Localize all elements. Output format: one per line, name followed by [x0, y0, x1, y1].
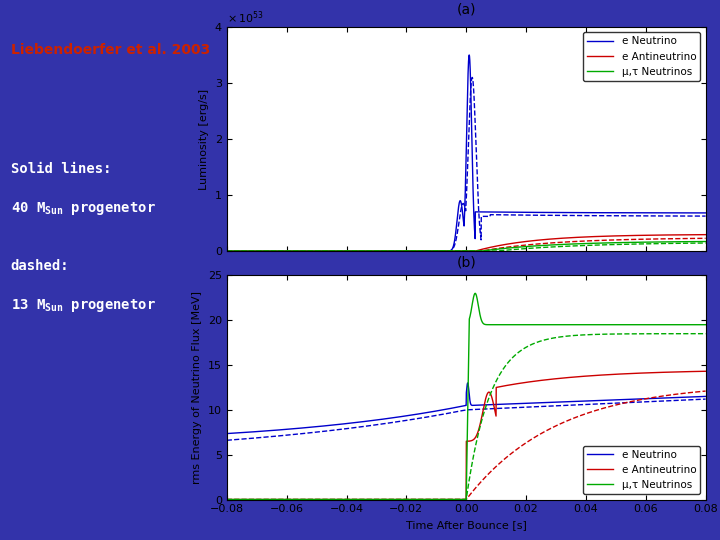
e Neutrino — [310, 248, 318, 254]
e Neutrino — [534, 209, 543, 215]
μ,τ Neutrinos — [616, 239, 625, 246]
e Neutrino — [510, 401, 518, 407]
Line: μ,τ Neutrinos: μ,τ Neutrinos — [227, 293, 706, 500]
e Antineutrino — [222, 496, 231, 503]
Line: e Neutrino: e Neutrino — [227, 383, 706, 434]
Text: dashed:: dashed: — [11, 259, 69, 273]
μ,τ Neutrinos — [510, 321, 518, 328]
μ,τ Neutrinos — [405, 248, 414, 254]
e Neutrino — [310, 424, 318, 430]
e Antineutrino — [534, 377, 542, 384]
e Antineutrino — [405, 496, 414, 503]
μ,τ Neutrinos — [580, 321, 588, 328]
Line: e Antineutrino: e Antineutrino — [227, 372, 706, 500]
e Neutrino — [405, 412, 414, 418]
e Neutrino — [580, 398, 588, 404]
Y-axis label: rms Energy of Neutrino Flux [MeV]: rms Energy of Neutrino Flux [MeV] — [192, 291, 202, 484]
Line: μ,τ Neutrinos: μ,τ Neutrinos — [227, 241, 706, 251]
e Antineutrino — [510, 240, 518, 246]
Text: Liebendoerfer et al. 2003: Liebendoerfer et al. 2003 — [11, 43, 210, 57]
Legend: e Neutrino, e Antineutrino, μ,τ Neutrinos: e Neutrino, e Antineutrino, μ,τ Neutrino… — [583, 446, 701, 494]
Text: (a): (a) — [456, 3, 476, 17]
e Neutrino — [405, 248, 414, 254]
e Antineutrino — [310, 248, 318, 254]
μ,τ Neutrinos — [616, 321, 625, 328]
e Antineutrino — [580, 234, 588, 240]
Y-axis label: Luminosity [erg/s]: Luminosity [erg/s] — [199, 89, 210, 190]
μ,τ Neutrinos — [471, 290, 480, 296]
e Neutrino — [616, 210, 625, 216]
Line: e Neutrino: e Neutrino — [227, 55, 706, 251]
e Neutrino — [222, 248, 231, 254]
e Antineutrino — [616, 233, 625, 239]
e Antineutrino — [510, 381, 518, 388]
μ,τ Neutrinos — [534, 321, 543, 328]
e Neutrino — [534, 400, 543, 406]
Text: $\times\,10^{53}$: $\times\,10^{53}$ — [227, 9, 264, 26]
μ,τ Neutrinos — [701, 238, 710, 245]
e Neutrino — [222, 430, 231, 437]
e Antineutrino — [534, 237, 542, 244]
μ,τ Neutrinos — [580, 240, 588, 247]
μ,τ Neutrinos — [510, 244, 518, 251]
e Antineutrino — [580, 373, 588, 380]
e Antineutrino — [222, 248, 231, 254]
e Antineutrino — [405, 248, 414, 254]
e Neutrino — [580, 210, 588, 216]
e Neutrino — [701, 393, 710, 400]
e Antineutrino — [616, 371, 625, 377]
e Neutrino — [465, 52, 474, 58]
e Antineutrino — [701, 368, 710, 375]
Text: Solid lines:: Solid lines: — [11, 162, 112, 176]
μ,τ Neutrinos — [222, 496, 231, 503]
X-axis label: Time After Bounce [s]: Time After Bounce [s] — [406, 520, 526, 530]
Line: e Antineutrino: e Antineutrino — [227, 235, 706, 251]
e Neutrino — [464, 380, 472, 386]
Legend: e Neutrino, e Antineutrino, μ,τ Neutrinos: e Neutrino, e Antineutrino, μ,τ Neutrino… — [583, 32, 701, 81]
μ,τ Neutrinos — [405, 496, 414, 503]
μ,τ Neutrinos — [310, 248, 318, 254]
e Antineutrino — [310, 496, 318, 503]
μ,τ Neutrinos — [534, 242, 542, 249]
e Antineutrino — [701, 232, 710, 238]
μ,τ Neutrinos — [310, 496, 318, 503]
e Neutrino — [510, 209, 518, 215]
Text: (b): (b) — [456, 255, 476, 269]
Text: 40 M$_{\mathregular{Sun}}$ progenetor: 40 M$_{\mathregular{Sun}}$ progenetor — [11, 200, 156, 217]
Text: 13 M$_{\mathregular{Sun}}$ progenetor: 13 M$_{\mathregular{Sun}}$ progenetor — [11, 297, 156, 314]
μ,τ Neutrinos — [222, 248, 231, 254]
e Neutrino — [616, 396, 625, 403]
μ,τ Neutrinos — [701, 321, 710, 328]
e Neutrino — [701, 210, 710, 216]
